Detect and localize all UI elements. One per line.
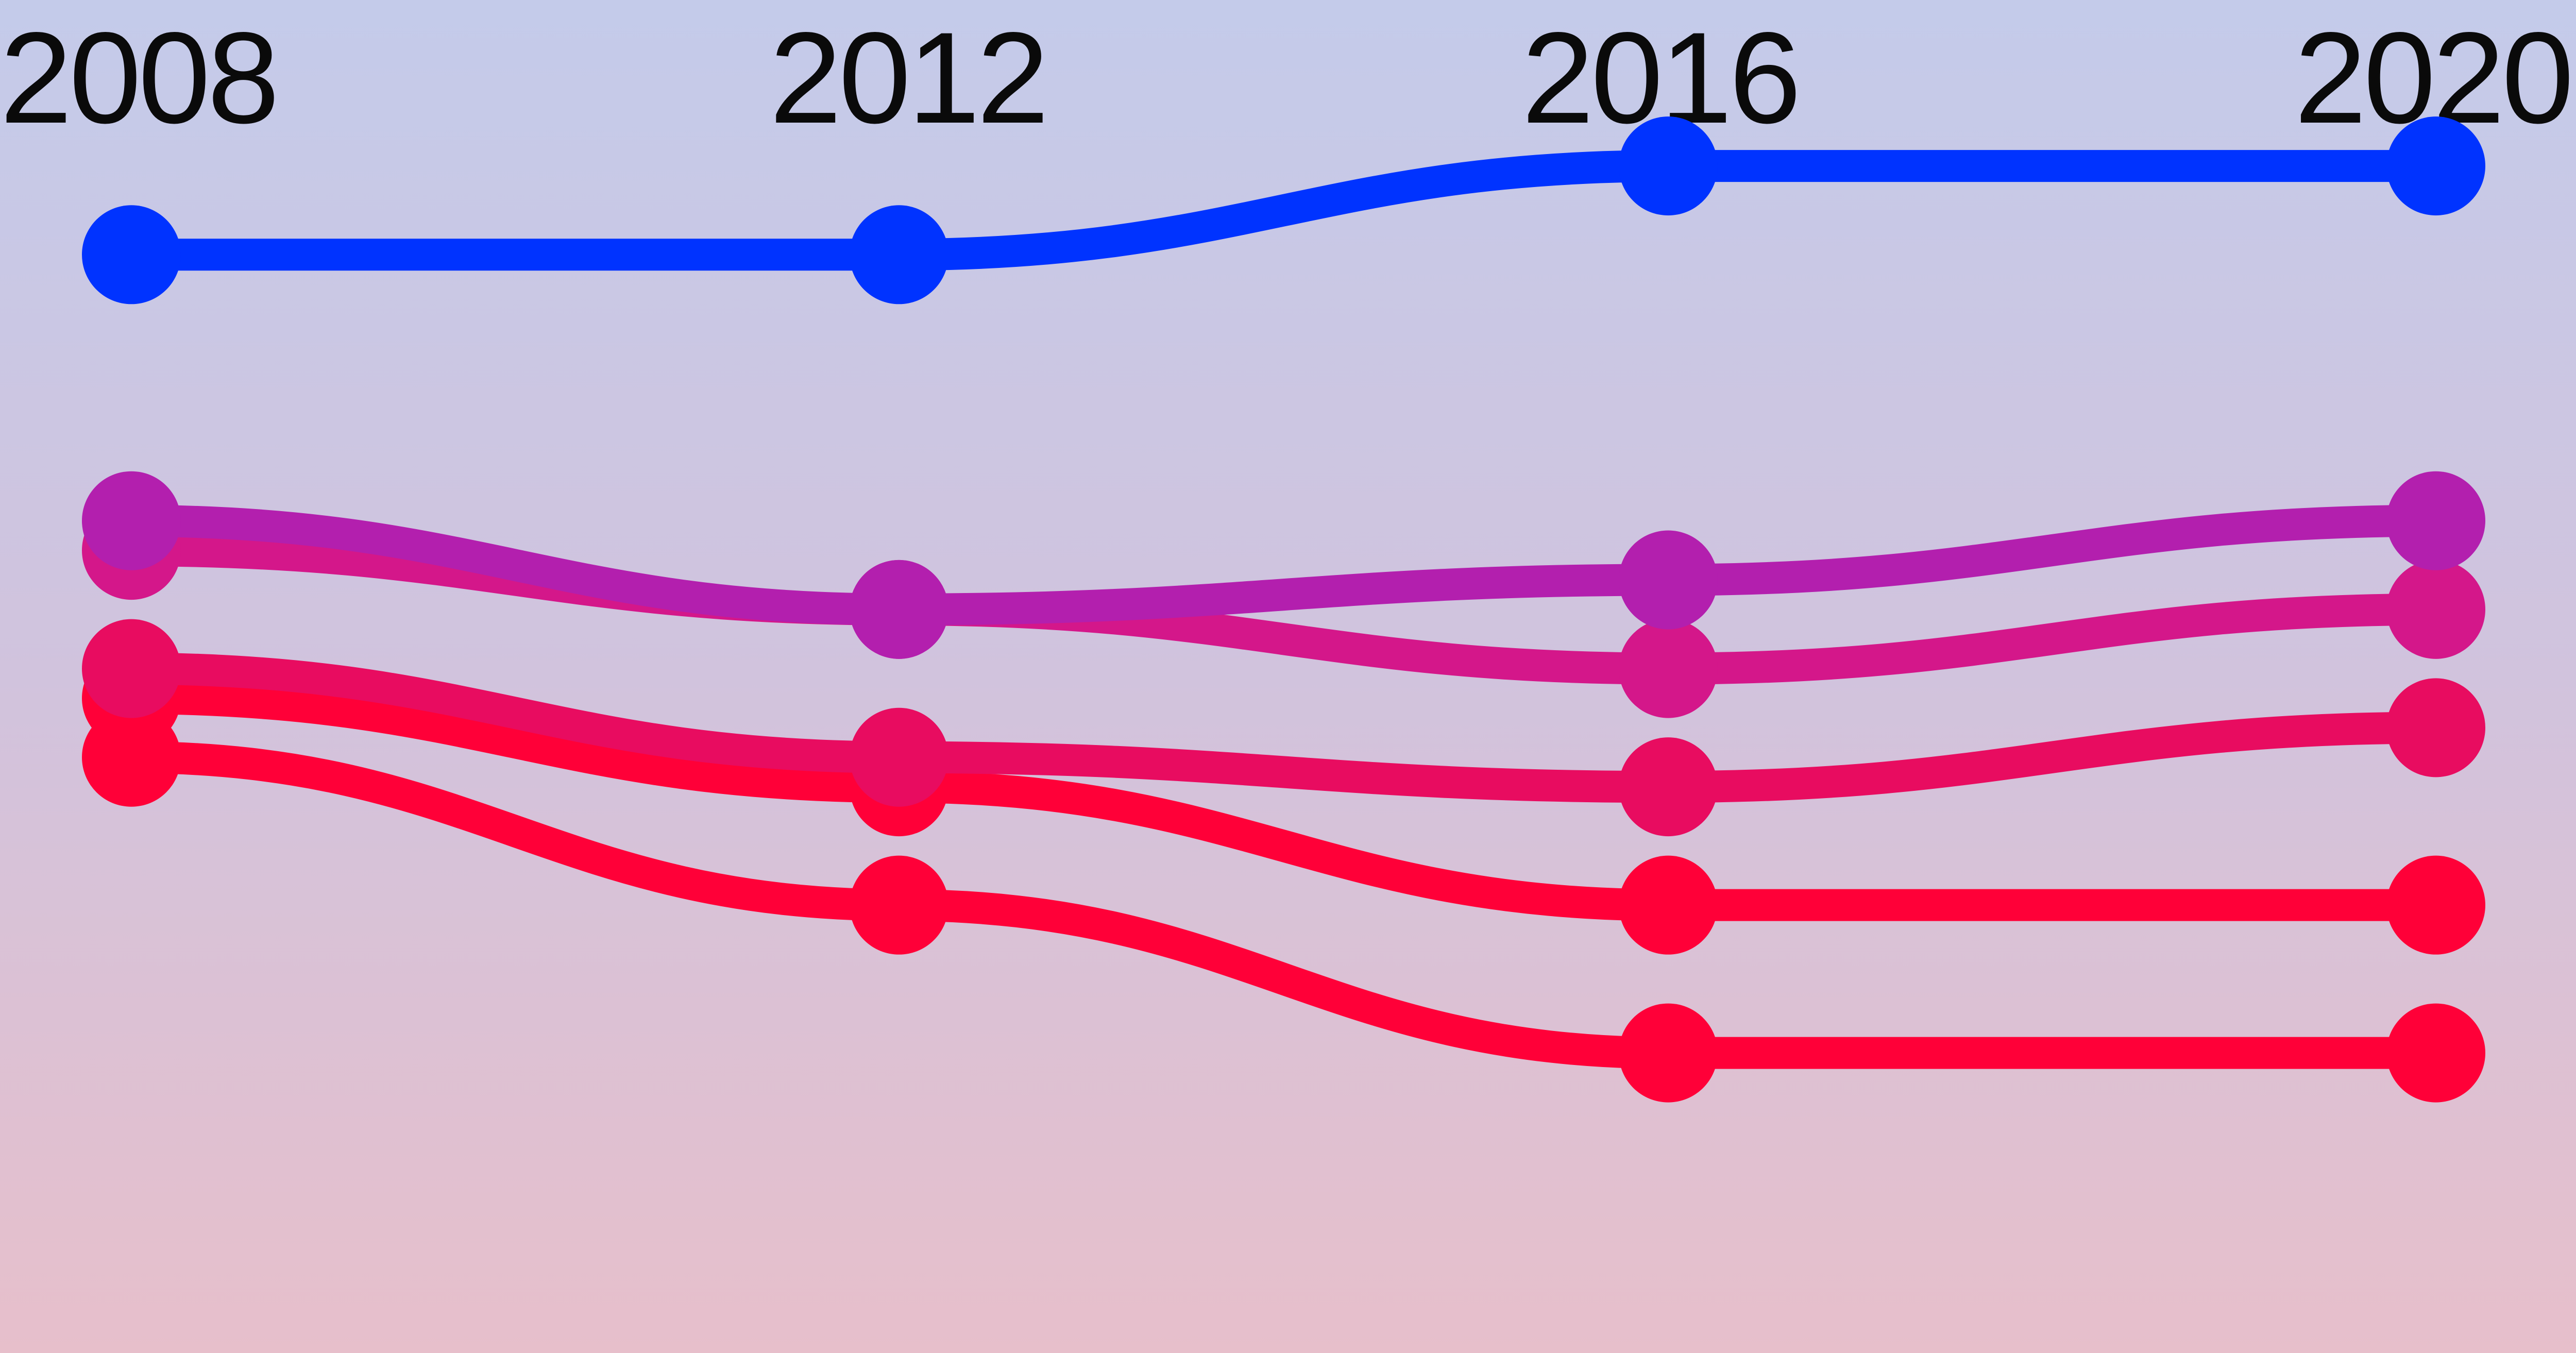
series-line-6 <box>115 741 2452 1069</box>
series-6-point-2020 <box>2386 1003 2485 1103</box>
series-4-point-2012 <box>850 707 948 807</box>
series-line-2 <box>115 504 2452 625</box>
series-2-point-2020 <box>2386 471 2485 570</box>
series-6-point-2012 <box>850 855 948 955</box>
series-2-point-2008 <box>82 471 181 570</box>
series-1-point-2012 <box>850 205 948 305</box>
x-tick-label-2012: 2012 <box>770 6 1046 150</box>
series-3-point-2020 <box>2386 560 2485 659</box>
series-line-4 <box>115 652 2452 803</box>
series-layer <box>82 116 2485 1103</box>
series-6-point-2016 <box>1619 1003 1718 1103</box>
series-5-point-2020 <box>2386 855 2485 955</box>
series-1-point-2016 <box>1619 116 1718 216</box>
series-line-1 <box>115 150 2452 271</box>
series-5-point-2016 <box>1619 855 1718 955</box>
x-tick-label-2008: 2008 <box>0 6 277 150</box>
x-axis-labels: 2008 2012 2016 2020 <box>0 6 2574 150</box>
series-2-point-2016 <box>1619 530 1718 630</box>
series-4-point-2008 <box>82 619 181 718</box>
series-line-5 <box>115 682 2452 921</box>
series-1-point-2008 <box>82 205 181 305</box>
series-1-point-2020 <box>2386 116 2485 216</box>
series-2-point-2012 <box>850 560 948 659</box>
series-4-point-2016 <box>1619 737 1718 837</box>
series-4-point-2020 <box>2386 678 2485 777</box>
series-3-point-2016 <box>1619 619 1718 718</box>
